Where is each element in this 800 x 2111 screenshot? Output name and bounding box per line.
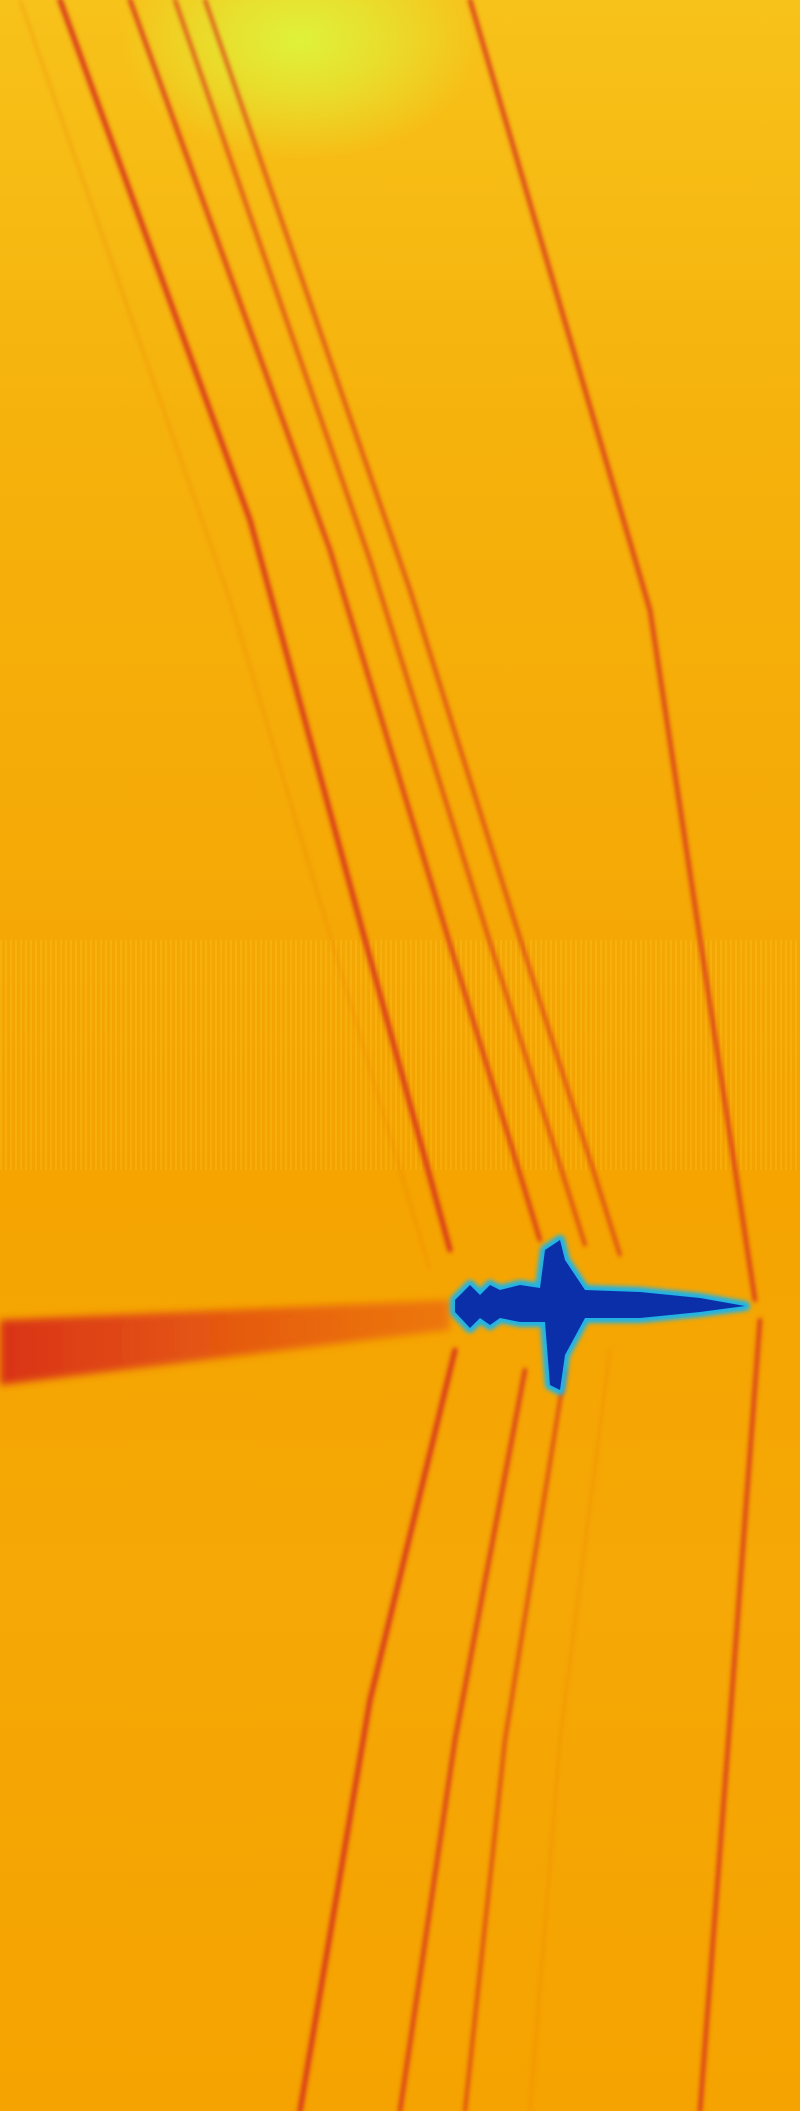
aircraft-body [455,1240,745,1390]
shock-line-7 [398,1368,527,2111]
upper-shock-lines [57,0,757,1302]
faint-line-2 [529,1349,611,2111]
scan-band [0,940,800,1170]
faint-line-1 [19,0,431,1271]
shock-line-3 [173,0,587,1247]
shock-line-8 [463,1368,567,2111]
shock-line-1 [57,0,453,1253]
aircraft-silhouette [450,1235,750,1395]
lower-shock-lines [297,1318,762,2111]
shock-line-2 [128,0,542,1242]
shock-line-6 [297,1347,458,2111]
exhaust-wake [0,1300,450,1385]
shock-line-9 [698,1318,762,2111]
faint-shock-lines [19,0,611,2111]
shock-line-5 [468,0,757,1302]
shock-line-4 [203,0,622,1257]
